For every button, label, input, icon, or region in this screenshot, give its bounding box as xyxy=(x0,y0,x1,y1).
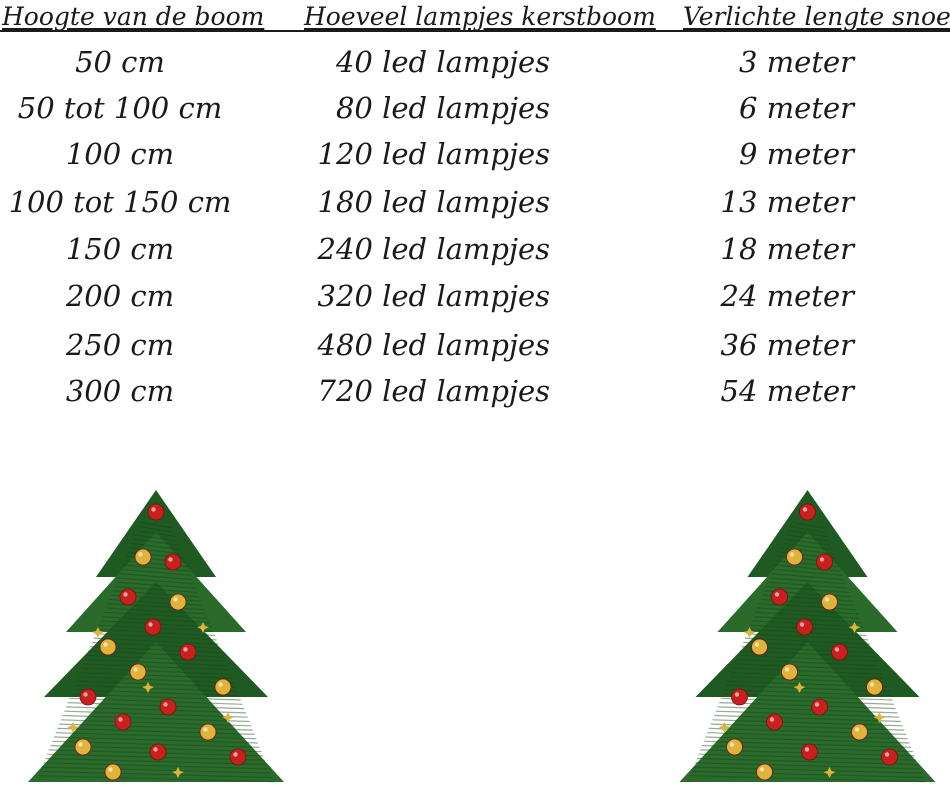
lamps-cell: 180 led lampjes xyxy=(317,185,550,219)
lamps-cell: 40 led lampjes xyxy=(335,45,550,79)
lamps-cell: 120 led lampjes xyxy=(317,137,550,171)
christmas-tree-icon xyxy=(679,490,936,783)
table-row: 50 tot 100 cm 80 led lampjes 6 meter xyxy=(0,91,950,137)
length-cell: 9 meter xyxy=(738,137,854,171)
christmas-tree-icon xyxy=(28,490,284,783)
table-row: 300 cm 720 led lampjes 54 meter xyxy=(0,374,950,420)
height-cell: 50 tot 100 cm xyxy=(17,91,223,125)
header-rule xyxy=(0,30,950,32)
length-cell: 18 meter xyxy=(720,232,854,266)
header-cord-length: Verlichte lengte snoer xyxy=(683,2,950,31)
height-cell: 100 tot 150 cm xyxy=(8,185,232,219)
table-row: 150 cm 240 led lampjes 18 meter xyxy=(0,232,950,278)
height-cell: 250 cm xyxy=(65,328,175,362)
height-cell: 200 cm xyxy=(65,279,175,313)
length-cell: 54 meter xyxy=(720,374,854,408)
height-cell: 100 cm xyxy=(65,137,175,171)
height-cell: 50 cm xyxy=(75,45,165,79)
table-row: 100 cm 120 led lampjes 9 meter xyxy=(0,137,950,183)
lamps-cell: 320 led lampjes xyxy=(317,279,550,313)
length-cell: 6 meter xyxy=(738,91,854,125)
lamps-cell: 240 led lampjes xyxy=(317,232,550,266)
length-cell: 13 meter xyxy=(720,185,854,219)
table-row: 250 cm 480 led lampjes 36 meter xyxy=(0,328,950,374)
lamps-cell: 80 led lampjes xyxy=(335,91,550,125)
length-cell: 24 meter xyxy=(720,279,854,313)
table-row: 200 cm 320 led lampjes 24 meter xyxy=(0,279,950,325)
height-cell: 150 cm xyxy=(65,232,175,266)
height-cell: 300 cm xyxy=(65,374,175,408)
length-cell: 36 meter xyxy=(720,328,854,362)
table-row: 50 cm 40 led lampjes 3 meter xyxy=(0,45,950,91)
lamps-cell: 480 led lampjes xyxy=(317,328,550,362)
header-tree-height: Hoogte van de boom xyxy=(2,2,265,31)
header-lamp-count: Hoeveel lampjes kerstboom xyxy=(304,2,656,31)
table-row: 100 tot 150 cm 180 led lampjes 13 meter xyxy=(0,185,950,231)
lamps-cell: 720 led lampjes xyxy=(317,374,550,408)
length-cell: 3 meter xyxy=(738,45,854,79)
